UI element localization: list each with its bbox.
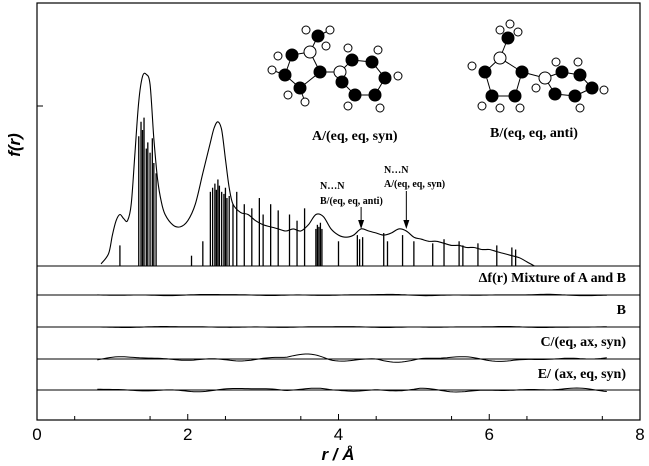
difference-curve [97,387,607,393]
molecule-a-icon [267,25,403,113]
nn-arrowhead [358,220,365,229]
difference-curve-label: Δf(r) Mixture of A and B [479,271,626,286]
difference-curve [97,326,607,328]
x-tick-label: 0 [32,425,41,444]
nn-a-label-bottom: A/(eq, eq, syn) [384,179,445,190]
difference-curve-label: B [617,303,626,318]
molecule-a-label: A/(eq, eq, syn) [312,129,398,144]
nn-arrows [358,191,410,229]
difference-curve-label: E/ (ax, eq, syn) [538,367,627,382]
difference-curve [97,353,607,363]
difference-curves: Δf(r) Mixture of A and B B C/(eq, ax, syn)… [37,271,640,393]
x-tick-label: 8 [635,425,644,444]
molecule-b-label: B/(eq, eq, anti) [490,126,578,141]
y-axis-title: f(r) [5,133,24,157]
difference-curve [97,293,607,297]
x-tick-label: 2 [183,425,192,444]
x-tick-label: 4 [334,425,343,444]
molecule-b-icon [467,19,609,113]
difference-curve-label: C/(eq, ax, syn) [540,335,626,350]
x-axis-title: r / Å [321,445,354,464]
nn-b-label-bottom: B/(eq, eq, anti) [320,196,383,207]
nn-arrowhead [403,220,410,229]
main-curve [100,72,535,267]
distance-sticks [119,117,517,266]
x-axis: 0 2 4 6 8 [32,414,645,444]
nn-a-label-top: N…N [384,165,409,176]
x-tick-label: 6 [485,425,494,444]
nn-b-label-top: N…N [320,181,345,192]
